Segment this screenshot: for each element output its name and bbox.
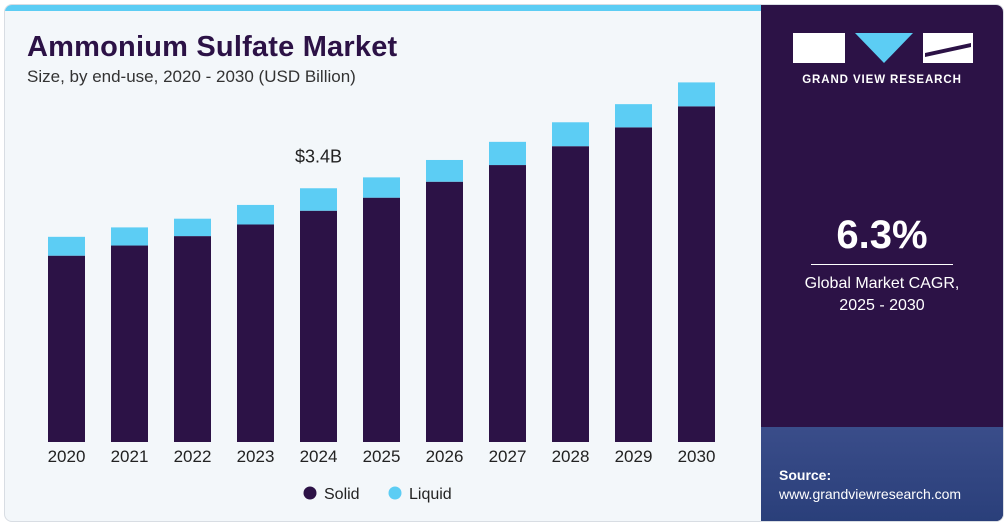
bar-solid-2025 <box>363 197 400 442</box>
bar-solid-2026 <box>426 181 463 442</box>
x-tick-label: 2029 <box>615 447 653 466</box>
chart-title: Ammonium Sulfate Market <box>27 31 398 63</box>
cagr-divider <box>811 264 953 265</box>
gvr-logo <box>793 33 973 63</box>
x-tick-label: 2030 <box>678 447 716 466</box>
bar-liquid-2021 <box>111 227 148 246</box>
x-tick-label: 2028 <box>552 447 590 466</box>
bar-liquid-2027 <box>489 141 526 166</box>
bar-liquid-2024 <box>300 188 337 211</box>
x-tick-label: 2020 <box>48 447 86 466</box>
cagr-value: 6.3% <box>836 213 928 257</box>
legend-swatch-solid <box>303 486 317 500</box>
accent-bar <box>5 5 761 11</box>
legend-label: Solid <box>324 486 360 503</box>
x-tick-label: 2021 <box>111 447 149 466</box>
bar-solid-2024 <box>300 210 337 442</box>
source-backdrop <box>761 427 1003 521</box>
source-label: Source: <box>779 467 832 483</box>
x-tick-label: 2027 <box>489 447 527 466</box>
bar-liquid-2028 <box>552 122 589 147</box>
bar-liquid-2025 <box>363 177 400 198</box>
legend-swatch-liquid <box>388 486 402 500</box>
bar-liquid-2029 <box>615 104 652 128</box>
report-card: Ammonium Sulfate Market Size, by end-use… <box>4 4 1004 522</box>
bar-liquid-2026 <box>426 159 463 182</box>
bar-solid-2021 <box>111 245 148 442</box>
source-link[interactable]: www.grandviewresearch.com <box>779 486 962 502</box>
x-tick-label: 2024 <box>300 447 338 466</box>
bar-solid-2029 <box>615 127 652 442</box>
bar-solid-2027 <box>489 165 526 443</box>
bar-solid-2020 <box>48 255 85 442</box>
bar-solid-2023 <box>237 224 274 442</box>
x-tick-label: 2022 <box>174 447 212 466</box>
stacked-bar-chart: 2020 2021 2022 2023 2024 2025 2026 2027 2028 2029… <box>48 82 716 503</box>
legend-label: Liquid <box>409 486 452 503</box>
x-tick-label: 2023 <box>237 447 275 466</box>
bar-solid-2022 <box>174 236 211 442</box>
data-label: $3.4B <box>295 146 342 166</box>
brand-name: GRAND VIEW RESEARCH <box>802 74 962 86</box>
x-tick-label: 2025 <box>363 447 401 466</box>
logo-triangle <box>855 33 913 63</box>
bar-solid-2028 <box>552 146 589 442</box>
chart-subtitle: Size, by end-use, 2020 - 2030 (USD Billi… <box>27 67 356 86</box>
cagr-label-line1: Global Market CAGR, <box>804 275 960 292</box>
logo-block-left <box>793 33 845 63</box>
logo-slash <box>925 43 971 57</box>
bar-liquid-2022 <box>174 218 211 237</box>
bar-liquid-2023 <box>237 204 274 225</box>
bar-liquid-2030 <box>678 82 715 107</box>
bar-liquid-2020 <box>48 236 85 256</box>
bar-solid-2030 <box>678 106 715 442</box>
sidebar-panel: GRAND VIEW RESEARCH 6.3% Global Market C… <box>761 5 1003 521</box>
cagr-label-line2: 2025 - 2030 <box>839 297 925 314</box>
x-tick-label: 2026 <box>426 447 464 466</box>
cagr-label: Global Market CAGR, 2025 - 2030 <box>761 273 1003 317</box>
